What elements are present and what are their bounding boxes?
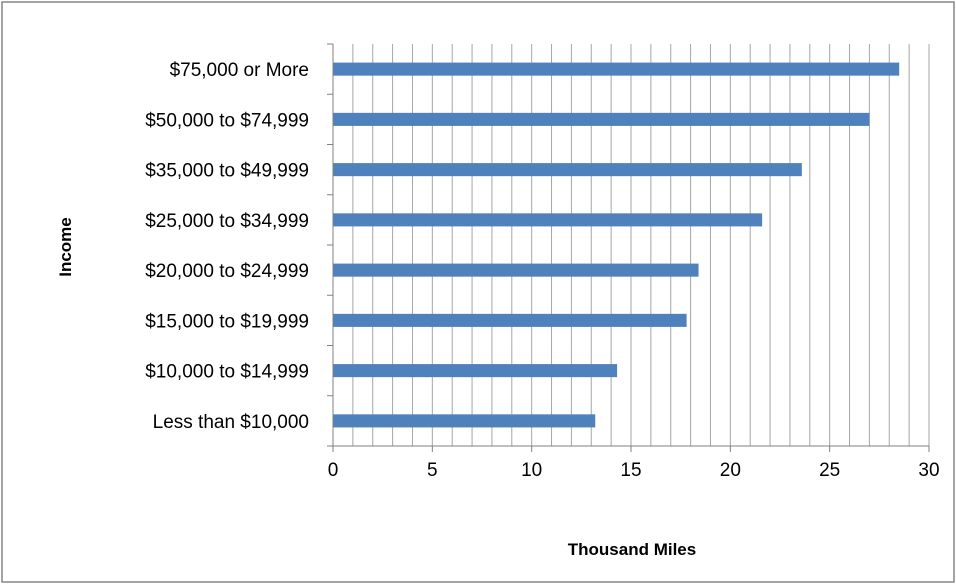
bar	[333, 213, 763, 227]
x-axis-title: Thousand Miles	[568, 540, 696, 559]
y-tick-label: Less than $10,000	[153, 412, 309, 433]
tick-labels: Less than $10,000 $10,000 to $14,999 $15,0…	[145, 60, 939, 481]
x-tick-label: 30	[918, 460, 939, 481]
x-tick-label: 10	[521, 460, 542, 481]
x-tick-label: 15	[620, 460, 641, 481]
y-tick-label: $50,000 to $74,999	[145, 110, 309, 131]
bar	[333, 313, 687, 327]
bar	[333, 414, 596, 428]
bar	[333, 163, 802, 177]
x-tick-label: 5	[427, 460, 438, 481]
y-axis-title: Income	[56, 217, 75, 277]
bar	[333, 364, 618, 378]
bar	[333, 263, 699, 277]
x-tick-label: 20	[720, 460, 741, 481]
y-tick-label: $20,000 to $24,999	[145, 261, 309, 282]
y-tick-label: $35,000 to $49,999	[145, 161, 309, 182]
x-tick-label: 0	[328, 460, 339, 481]
gridlines	[352, 44, 930, 446]
y-tick-label: $75,000 or More	[170, 60, 309, 81]
y-tick-label: $15,000 to $19,999	[145, 311, 309, 332]
bars	[333, 62, 900, 428]
x-tick-label: 25	[819, 460, 840, 481]
axes	[327, 43, 930, 452]
bar	[333, 112, 870, 126]
y-tick-label: $25,000 to $34,999	[145, 211, 309, 232]
y-tick-label: $10,000 to $14,999	[145, 362, 309, 383]
bar	[333, 62, 900, 76]
